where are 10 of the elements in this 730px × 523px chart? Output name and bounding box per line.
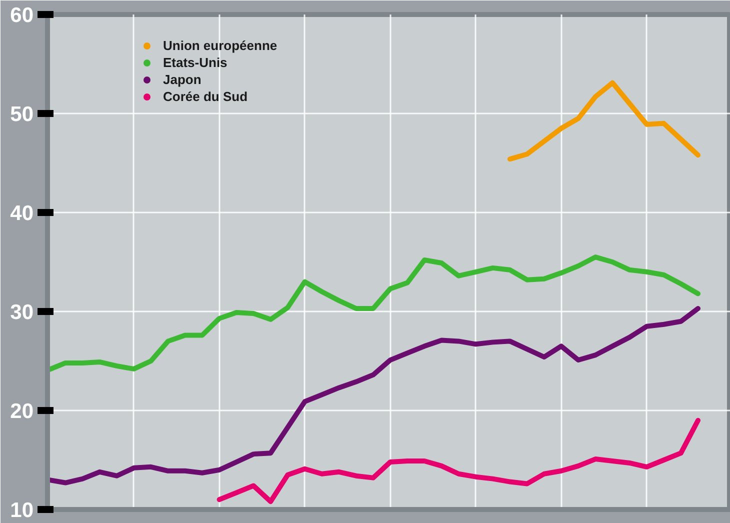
y-tick-label: 20 [10,400,34,423]
y-tick-label: 60 [10,4,34,27]
y-tick-label: 50 [10,103,34,126]
legend-label: Corée du Sud [163,89,248,104]
y-tick-label: 10 [10,499,34,522]
legend-label: Etats-Unis [163,55,228,70]
legend-label: Japon [163,72,202,87]
y-tick-label: 40 [10,202,34,225]
y-tick-label: 30 [10,301,34,324]
legend-label: Union européenne [163,38,278,53]
